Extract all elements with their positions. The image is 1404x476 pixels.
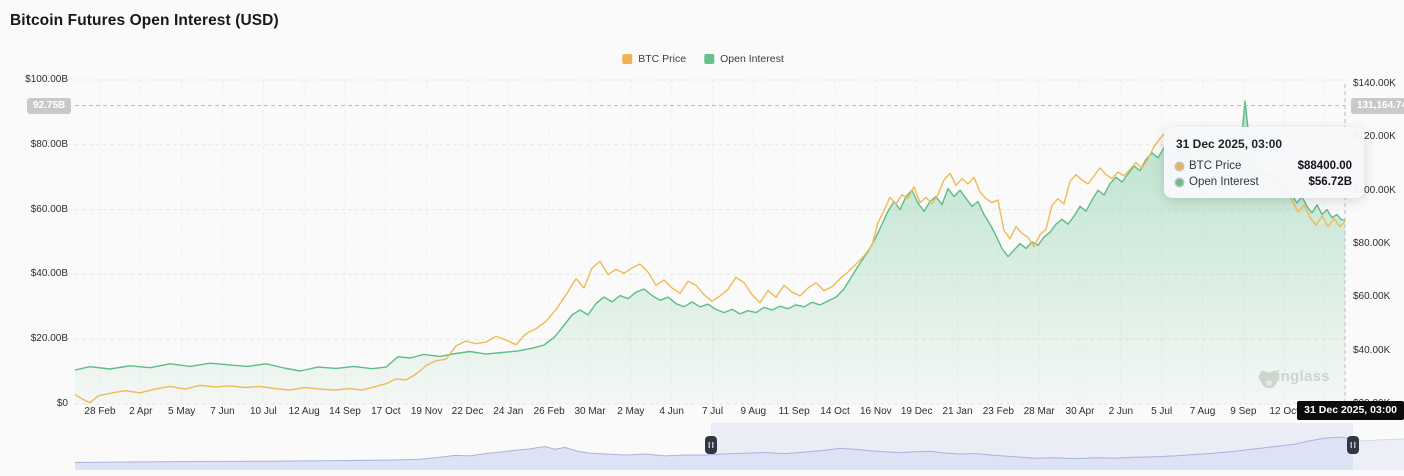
x-axis-label: 5 Jul <box>1151 406 1173 417</box>
x-axis-label: 12 Oct <box>1269 406 1299 417</box>
x-axis-label: 7 Jul <box>701 406 724 417</box>
navigator-mask-right <box>1353 423 1404 470</box>
series-dot-icon <box>1176 162 1183 170</box>
x-axis-label: 2 Apr <box>129 406 153 417</box>
x-axis-label: 9 Sep <box>1230 406 1257 417</box>
x-axis-label: 10 Jul <box>249 406 277 417</box>
legend-swatch <box>704 54 715 64</box>
x-axis-label: 7 Aug <box>1189 406 1216 417</box>
y-axis-left-label: $60.00B <box>30 203 68 215</box>
x-axis-label: 2 May <box>617 406 645 417</box>
y-axis-right-label: $100.00K <box>1353 184 1396 196</box>
x-axis-label: 23 Feb <box>982 406 1014 417</box>
x-axis-label: 24 Jan <box>493 406 524 417</box>
y-axis-left-label: $100.00B <box>25 74 68 85</box>
x-axis-label: 14 Oct <box>820 406 850 417</box>
y-axis-right-label: $140.00K <box>1353 78 1396 89</box>
series-dot-icon <box>1176 178 1183 186</box>
x-axis-label: 26 Feb <box>533 406 565 417</box>
legend: BTC Price Open Interest <box>622 53 784 65</box>
x-axis-label: 17 Oct <box>371 406 401 417</box>
x-axis-label: 19 Dec <box>900 406 933 417</box>
x-axis-label: 30 Mar <box>574 406 606 417</box>
x-axis-label: 4 Jun <box>659 406 684 417</box>
y-axis-right-label: $40.00K <box>1353 344 1391 356</box>
y-axis-crosshair-label-right: 131,164.74 <box>1351 97 1404 114</box>
y-axis-right-label: $80.00K <box>1353 238 1391 249</box>
tooltip-rows: BTC Price $88400.00 Open Interest $56.72B <box>1176 160 1352 188</box>
x-axis-label: 14 Sep <box>329 406 361 417</box>
legend-swatch <box>622 54 633 64</box>
x-axis-crosshair-label: 31 Dec 2025, 03:00 <box>1297 401 1404 420</box>
y-axis-left-label: $20.00B <box>30 333 68 345</box>
x-axis-label: 30 Apr <box>1065 406 1095 417</box>
x-axis-label: 7 Jun <box>210 406 235 417</box>
navigator-handle-right[interactable] <box>1347 436 1359 454</box>
open-interest-area <box>75 101 1345 404</box>
x-axis-label: 11 Sep <box>778 406 810 417</box>
legend-item-open-interest[interactable]: Open Interest <box>704 53 784 65</box>
chart-title: Bitcoin Futures Open Interest (USD) <box>10 12 279 29</box>
y-axis-right-label: $60.00K <box>1353 291 1391 303</box>
x-axis-label: 21 Jan <box>942 406 973 417</box>
legend-label: Open Interest <box>720 53 784 65</box>
y-axis-left-label: $80.00B <box>30 138 68 150</box>
navigator-handle-left[interactable] <box>705 436 717 454</box>
tooltip-date: 31 Dec 2025, 03:00 <box>1176 137 1283 151</box>
x-axis-label: 22 Dec <box>451 406 484 417</box>
tooltip-row: Open Interest $56.72B <box>1176 176 1352 188</box>
x-axis-label: 28 Feb <box>84 406 116 417</box>
tooltip-series-value: $56.72B <box>1308 176 1352 188</box>
tooltip-row: BTC Price $88400.00 <box>1176 160 1352 172</box>
x-axis-label: 9 Aug <box>740 406 767 417</box>
tooltip-series-value: $88400.00 <box>1297 160 1352 172</box>
x-axis-label: 5 May <box>168 406 196 417</box>
legend-item-btc-price[interactable]: BTC Price <box>622 53 686 65</box>
y-axis-left-label: $0 <box>56 398 68 409</box>
tooltip-series-label: BTC Price <box>1189 160 1242 172</box>
legend-label: BTC Price <box>638 53 687 65</box>
navigator-line <box>74 436 1404 463</box>
bear-icon <box>1260 370 1278 389</box>
y-axis-left-label: $40.00B <box>30 268 68 280</box>
y-axis-crosshair-label-left: 92.75B <box>27 97 71 114</box>
x-axis-label: 2 Jun <box>1108 406 1134 417</box>
coinglass-watermark: coinglass <box>1258 368 1330 389</box>
x-axis-label: 12 Aug <box>288 406 320 417</box>
tooltip-series-label: Open Interest <box>1189 176 1259 188</box>
x-axis-label: 16 Nov <box>859 406 892 417</box>
x-axis-label: 28 Mar <box>1023 406 1055 417</box>
x-axis-label: 19 Nov <box>410 406 443 417</box>
tooltip: 31 Dec 2025, 03:00 BTC Price $88400.00 Ope… <box>1164 127 1364 198</box>
y-axis-right-label: $120.00K <box>1353 131 1396 143</box>
